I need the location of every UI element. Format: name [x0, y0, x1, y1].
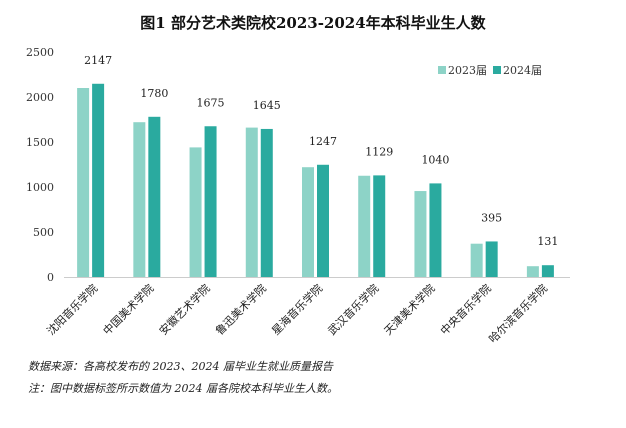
bar-2023届-哈尔滨音乐学院	[526, 266, 539, 277]
bar-2023届-鲁迅美术学院	[245, 127, 258, 277]
bar-2023届-星海音乐学院	[302, 167, 314, 277]
bar-2024届-安徽艺术学院	[204, 126, 217, 277]
data-label: 1780	[140, 87, 168, 100]
bar-2024届-中央音乐学院	[485, 241, 498, 277]
x-tick-label: 中央音乐学院	[437, 281, 494, 338]
x-tick-label: 武汉音乐学院	[325, 281, 382, 338]
x-tick-label: 安徽艺术学院	[156, 281, 213, 338]
bar-2024届-天津美术学院	[429, 183, 442, 277]
data-label: 2147	[84, 54, 112, 67]
footnote: 注：图中数据标签所示数值为 2024 届各院校本科毕业生人数。	[28, 382, 338, 395]
y-tick-label: 1000	[26, 181, 54, 194]
x-tick-label: 天津美术学院	[381, 281, 438, 338]
bar-2024届-哈尔滨音乐学院	[541, 265, 554, 277]
bar-2024届-中国美术学院	[148, 116, 161, 277]
data-label: 1675	[197, 96, 225, 109]
bar-2023届-中国美术学院	[133, 122, 146, 277]
chart-title: 图1 部分艺术类院校2023-2024年本科毕业生人数	[140, 14, 486, 32]
data-label: 1129	[365, 145, 393, 158]
data-label: 395	[481, 211, 502, 224]
x-tick-label: 星海音乐学院	[269, 281, 326, 338]
source-note: 数据来源：各高校发布的 2023、2024 届毕业生就业质量报告	[28, 360, 333, 373]
y-tick-label: 500	[33, 226, 54, 239]
x-tick-label: 哈尔滨音乐学院	[486, 281, 550, 345]
data-label: 1645	[253, 99, 281, 112]
bar-2023届-安徽艺术学院	[189, 147, 202, 277]
legend: 2023届 2024届	[438, 62, 542, 78]
y-tick-label: 2000	[26, 91, 54, 104]
bar-2024届-鲁迅美术学院	[260, 128, 273, 277]
bar-2024届-武汉音乐学院	[373, 175, 386, 277]
legend-item-2023: 2023届	[438, 62, 487, 78]
bar-2024届-沈阳音乐学院	[92, 83, 105, 278]
bar-2023届-天津美术学院	[414, 191, 427, 277]
bar-2023届-武汉音乐学院	[358, 175, 371, 277]
x-tick-label: 中国美术学院	[100, 281, 157, 338]
data-label: 1247	[309, 135, 337, 148]
bar-2023届-中央音乐学院	[470, 243, 483, 277]
bar-2024届-星海音乐学院	[317, 164, 329, 277]
data-label: 131	[537, 235, 558, 248]
x-tick-label: 沈阳音乐学院	[44, 281, 101, 338]
y-tick-label: 0	[47, 271, 54, 284]
bar-2023届-沈阳音乐学院	[77, 88, 90, 277]
x-tick-label: 鲁迅美术学院	[212, 281, 269, 338]
y-tick-label: 1500	[26, 136, 54, 149]
y-tick-label: 2500	[26, 46, 54, 59]
data-label: 1040	[421, 153, 449, 166]
legend-item-2024: 2024届	[493, 62, 542, 78]
